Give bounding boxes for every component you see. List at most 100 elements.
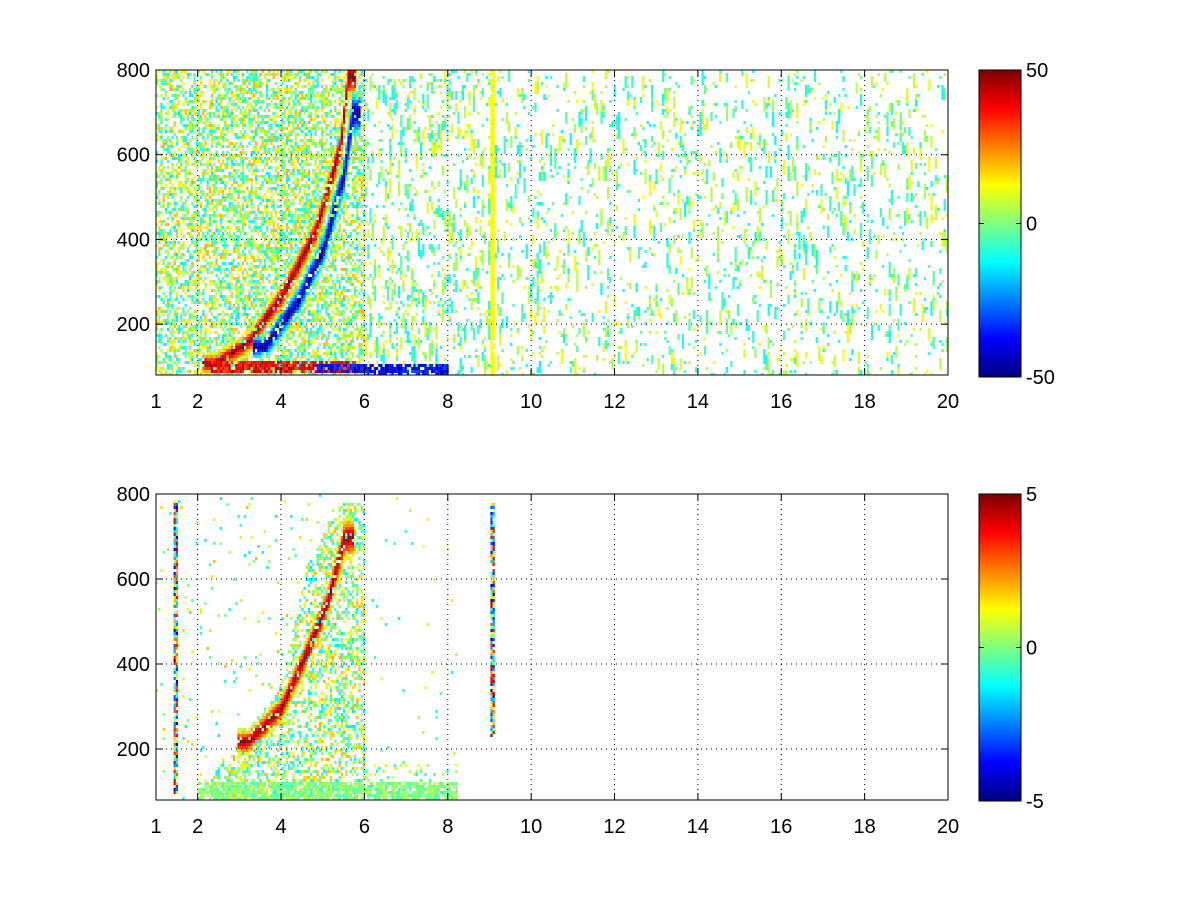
heatmap-cell bbox=[246, 331, 249, 334]
heatmap-cell bbox=[230, 268, 233, 271]
heatmap-cell bbox=[334, 121, 337, 124]
heatmap-cell bbox=[316, 352, 319, 355]
heatmap-cell bbox=[195, 124, 198, 127]
heatmap-cell bbox=[314, 298, 317, 301]
heatmap-cell bbox=[316, 76, 319, 79]
heatmap-cell bbox=[206, 349, 209, 352]
heatmap-cell bbox=[197, 121, 200, 124]
heatmap-cell bbox=[156, 73, 159, 76]
heatmap-cell bbox=[156, 313, 159, 316]
heatmap-cell bbox=[316, 124, 319, 127]
heatmap-cell bbox=[274, 268, 277, 271]
heatmap-cell bbox=[171, 145, 174, 148]
heatmap-cell bbox=[307, 373, 310, 375]
heatmap-cell bbox=[206, 253, 209, 256]
heatmap-cell bbox=[310, 229, 313, 232]
heatmap-cell bbox=[167, 283, 170, 286]
heatmap-cell bbox=[237, 229, 240, 232]
heatmap-cell bbox=[266, 289, 269, 292]
heatmap-cell bbox=[318, 253, 321, 256]
heatmap-cell bbox=[292, 283, 295, 286]
heatmap-cell bbox=[294, 262, 297, 265]
heatmap-cell bbox=[274, 214, 277, 217]
heatmap-cell bbox=[305, 277, 308, 280]
heatmap-cell bbox=[312, 124, 315, 127]
heatmap-cell bbox=[270, 313, 273, 316]
heatmap-cell bbox=[263, 331, 266, 334]
heatmap-cell bbox=[255, 175, 258, 178]
heatmap-cell bbox=[180, 370, 183, 373]
heatmap-cell bbox=[288, 184, 291, 187]
heatmap-cell bbox=[316, 166, 319, 169]
heatmap-cell bbox=[244, 322, 247, 325]
heatmap-cell bbox=[224, 304, 227, 307]
heatmap-cell bbox=[305, 193, 308, 196]
heatmap-cell bbox=[215, 262, 218, 265]
heatmap-cell bbox=[301, 226, 304, 229]
heatmap-cell bbox=[274, 106, 277, 109]
heatmap-cell bbox=[175, 70, 178, 73]
heatmap-cell bbox=[303, 148, 306, 151]
heatmap-cell bbox=[274, 343, 277, 346]
heatmap-cell bbox=[281, 184, 284, 187]
heatmap-cell bbox=[180, 328, 183, 331]
heatmap-cell bbox=[332, 223, 335, 226]
heatmap-cell bbox=[314, 268, 317, 271]
heatmap-cell bbox=[290, 316, 293, 319]
heatmap-cell bbox=[222, 337, 225, 340]
heatmap-cell bbox=[224, 352, 227, 355]
heatmap-cell bbox=[178, 337, 181, 340]
heatmap-cell bbox=[290, 328, 293, 331]
heatmap-cell bbox=[200, 220, 203, 223]
heatmap-cell bbox=[321, 361, 324, 364]
heatmap-cell bbox=[283, 112, 286, 115]
heatmap-cell bbox=[283, 88, 286, 91]
heatmap-cell bbox=[239, 151, 242, 154]
heatmap-cell bbox=[230, 352, 233, 355]
heatmap-cell bbox=[321, 373, 324, 375]
heatmap-cell bbox=[182, 253, 185, 256]
heatmap-cell bbox=[325, 208, 328, 211]
heatmap-cell bbox=[329, 298, 332, 301]
heatmap-cell bbox=[195, 247, 198, 250]
heatmap-cell bbox=[257, 265, 260, 268]
heatmap-cell bbox=[285, 247, 288, 250]
heatmap-cell bbox=[226, 157, 229, 160]
heatmap-cell bbox=[307, 361, 310, 364]
heatmap-cell bbox=[307, 256, 310, 259]
heatmap-cell bbox=[261, 286, 264, 289]
heatmap-cell bbox=[241, 82, 244, 85]
heatmap-cell bbox=[250, 367, 253, 370]
heatmap-cell bbox=[316, 370, 319, 373]
heatmap-cell bbox=[224, 256, 227, 259]
heatmap-cell bbox=[332, 367, 335, 370]
heatmap-cell bbox=[259, 148, 262, 151]
heatmap-cell bbox=[268, 148, 271, 151]
heatmap-cell bbox=[259, 184, 262, 187]
heatmap-cell bbox=[314, 181, 317, 184]
heatmap-cell bbox=[167, 364, 170, 367]
heatmap-cell bbox=[213, 352, 216, 355]
heatmap-cell bbox=[303, 184, 306, 187]
heatmap-cell bbox=[184, 136, 187, 139]
heatmap-cell bbox=[228, 370, 231, 373]
heatmap-cell bbox=[193, 280, 196, 283]
heatmap-cell bbox=[321, 217, 324, 220]
heatmap-cell bbox=[193, 82, 196, 85]
heatmap-cell bbox=[329, 223, 332, 226]
heatmap-cell bbox=[255, 265, 258, 268]
heatmap-cell bbox=[307, 145, 310, 148]
heatmap-cell bbox=[213, 253, 216, 256]
heatmap-cell bbox=[321, 232, 324, 235]
heatmap-cell bbox=[173, 361, 176, 364]
heatmap-cell bbox=[321, 307, 324, 310]
heatmap-cell bbox=[292, 118, 295, 121]
heatmap-cell bbox=[321, 223, 324, 226]
heatmap-cell bbox=[277, 157, 280, 160]
heatmap-cell bbox=[303, 373, 306, 375]
heatmap-cell bbox=[327, 220, 330, 223]
heatmap-cell bbox=[219, 136, 222, 139]
heatmap-cell bbox=[184, 184, 187, 187]
heatmap-cell bbox=[226, 358, 229, 361]
heatmap-cell bbox=[244, 232, 247, 235]
